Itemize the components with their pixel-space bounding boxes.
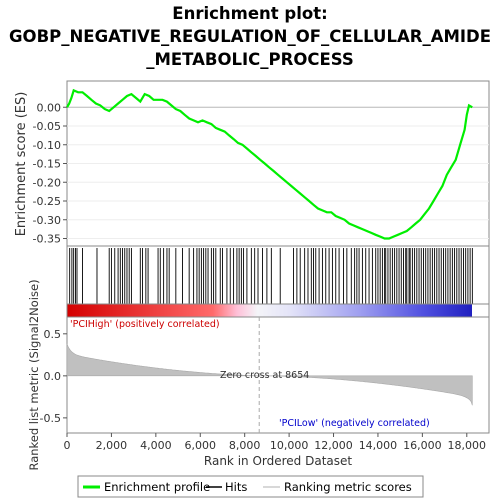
ranking-metric-area — [66, 343, 473, 406]
metric-tick-label: -0.5 — [40, 412, 61, 425]
x-axis: 0 2,000 4,000 6,000 8,000 10,000 12,000 14,000 1… — [64, 433, 487, 452]
hit-marks — [69, 248, 473, 304]
legend: Enrichment profile Hits Ranking metric s… — [77, 475, 424, 498]
metric-y-axis-title: Ranked list metric (Signal2Noise) — [27, 279, 41, 470]
legend-item-ranking-metric-scores: Ranking metric scores — [284, 480, 412, 494]
metric-tick-label: 0.5 — [44, 328, 62, 341]
es-tick-label: -0.25 — [33, 195, 61, 208]
legend-item-enrichment-profile: Enrichment profile — [104, 480, 210, 494]
es-tick-label: -0.35 — [33, 233, 61, 246]
x-tick-label: 18,000 — [448, 439, 487, 452]
x-tick-label: 14,000 — [359, 439, 398, 452]
x-tick-label: 10,000 — [270, 439, 309, 452]
zero-cross-label: Zero cross at 8654 — [220, 370, 309, 381]
positive-correlation-label: 'PCIHigh' (positively correlated) — [70, 319, 220, 330]
chart-title-line-3: _METABOLIC_PROCESS — [146, 50, 354, 69]
es-tick-label: -0.05 — [33, 120, 61, 133]
x-tick-label: 12,000 — [314, 439, 353, 452]
es-tick-label: -0.15 — [33, 158, 61, 171]
legend-box — [77, 475, 424, 498]
es-y-axis-title: Enrichment score (ES) — [14, 92, 29, 237]
es-tick-label: 0.00 — [37, 101, 62, 114]
metric-tick-label: 0.0 — [44, 370, 62, 383]
x-tick-label: 6,000 — [185, 439, 217, 452]
x-tick-label: 8,000 — [229, 439, 261, 452]
legend-item-hits: Hits — [225, 480, 247, 494]
es-y-axis: 0.00 -0.05 -0.10 -0.15 -0.20 -0.25 -0.30 -0.35 — [33, 101, 67, 246]
x-tick-label: 2,000 — [96, 439, 128, 452]
metric-y-axis: 0.5 0.0 -0.5 — [40, 328, 67, 425]
es-tick-label: -0.10 — [33, 139, 61, 152]
rank-gradient-bar — [67, 304, 472, 317]
chart-title-line-2: GOBP_NEGATIVE_REGULATION_OF_CELLULAR_AMI… — [9, 27, 491, 46]
negative-correlation-label: 'PCILow' (negatively correlated) — [279, 418, 430, 429]
x-tick-label: 4,000 — [140, 439, 172, 452]
x-axis-title: Rank in Ordered Dataset — [204, 454, 352, 468]
chart-title-line-1: Enrichment plot: — [172, 4, 327, 23]
x-tick-label: 0 — [64, 439, 71, 452]
x-tick-label: 16,000 — [403, 439, 442, 452]
es-tick-label: -0.20 — [33, 176, 61, 189]
es-tick-label: -0.30 — [33, 214, 61, 227]
enrichment-profile-line — [66, 88, 473, 240]
